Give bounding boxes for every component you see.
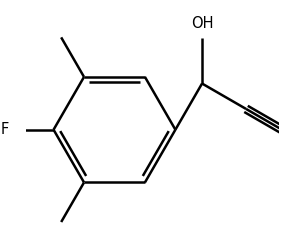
Text: F: F	[1, 122, 9, 137]
Text: OH: OH	[191, 16, 213, 32]
